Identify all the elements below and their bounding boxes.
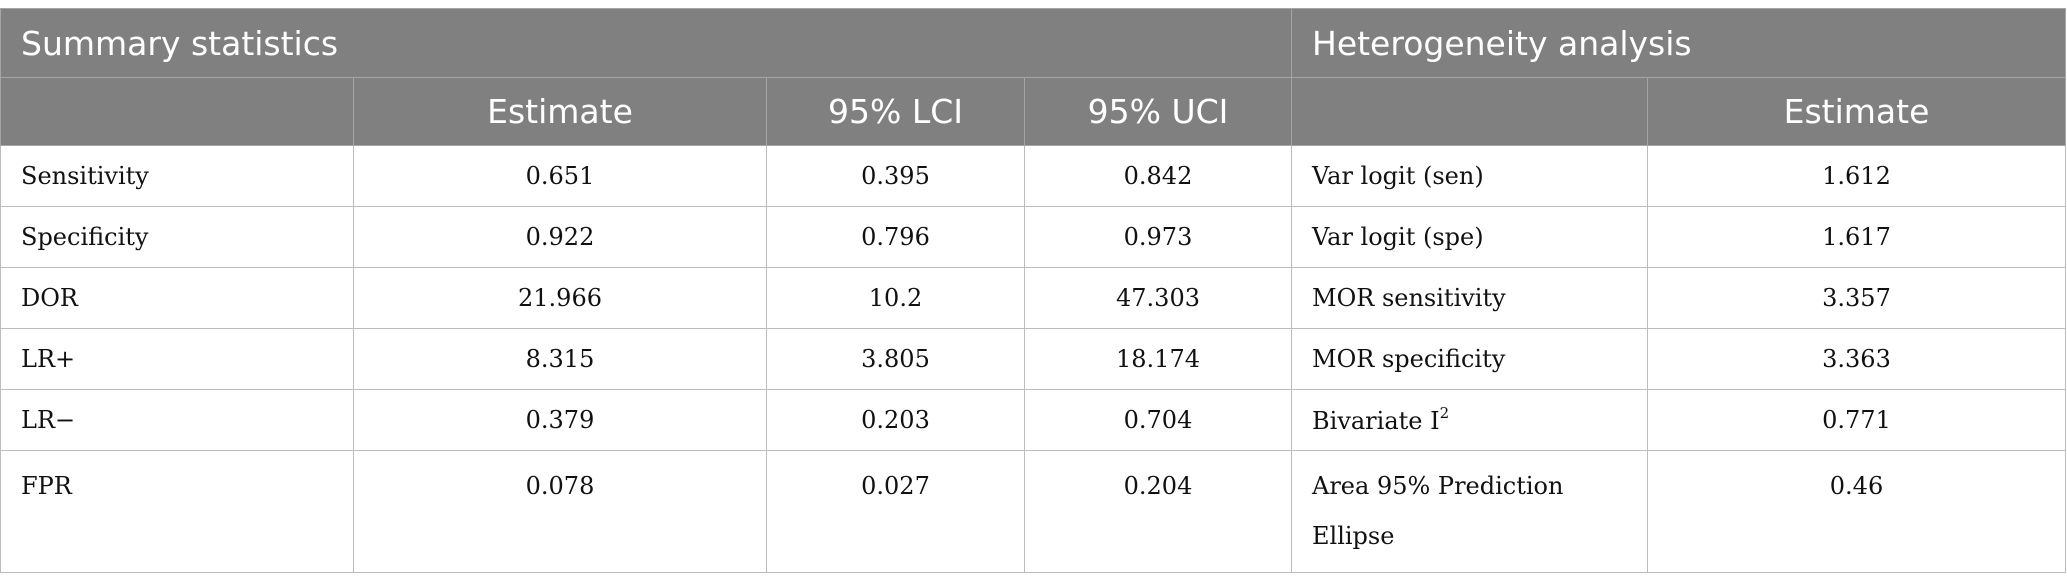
het-estimate-cell: 0.771 bbox=[1646, 389, 2067, 451]
het-label: Var logit (spe) bbox=[1291, 206, 1648, 268]
stat-label: LR+ bbox=[0, 328, 354, 390]
het-estimate-cell: 3.363 bbox=[1646, 328, 2067, 390]
het-label: MOR sensitivity bbox=[1291, 267, 1648, 329]
het-estimate-cell: 0.46 bbox=[1646, 450, 2067, 573]
table-row: FPR 0.078 0.027 0.204 Area 95% Predictio… bbox=[0, 450, 2067, 573]
het-estimate-cell: 3.357 bbox=[1646, 267, 2067, 329]
uci-column-header: 95% UCI bbox=[1024, 77, 1292, 146]
stat-label: FPR bbox=[0, 450, 354, 573]
estimate-column-header: Estimate bbox=[353, 77, 767, 146]
results-table: Summary statistics Heterogeneity analysi… bbox=[0, 8, 2067, 573]
estimate-cell: 0.078 bbox=[353, 450, 767, 573]
summary-statistics-header: Summary statistics bbox=[0, 8, 1292, 78]
estimate-cell: 0.651 bbox=[353, 145, 767, 207]
uci-cell: 0.842 bbox=[1024, 145, 1292, 207]
estimate-cell: 8.315 bbox=[353, 328, 767, 390]
stat-label: LR− bbox=[0, 389, 354, 451]
table-row: Specificity 0.922 0.796 0.973 Var logit … bbox=[0, 206, 2067, 268]
stat-column-header bbox=[0, 77, 354, 146]
estimate-cell: 21.966 bbox=[353, 267, 767, 329]
estimate-cell: 0.922 bbox=[353, 206, 767, 268]
uci-cell: 0.704 bbox=[1024, 389, 1292, 451]
het-estimate-column-header: Estimate bbox=[1646, 77, 2067, 146]
table-row: LR+ 8.315 3.805 18.174 MOR specificity 3… bbox=[0, 328, 2067, 390]
table-row: DOR 21.966 10.2 47.303 MOR sensitivity 3… bbox=[0, 267, 2067, 329]
table-row: Sensitivity 0.651 0.395 0.842 Var logit … bbox=[0, 145, 2067, 207]
uci-cell: 0.204 bbox=[1024, 450, 1292, 573]
het-label: Var logit (sen) bbox=[1291, 145, 1648, 207]
lci-column-header: 95% LCI bbox=[766, 77, 1025, 146]
lci-cell: 0.395 bbox=[766, 145, 1025, 207]
het-label: Bivariate I2 bbox=[1291, 389, 1648, 451]
uci-cell: 0.973 bbox=[1024, 206, 1292, 268]
lci-cell: 10.2 bbox=[766, 267, 1025, 329]
lci-cell: 3.805 bbox=[766, 328, 1025, 390]
lci-cell: 0.027 bbox=[766, 450, 1025, 573]
het-label-column-header bbox=[1291, 77, 1648, 146]
column-header-row: Estimate 95% LCI 95% UCI Estimate bbox=[0, 77, 2067, 146]
heterogeneity-analysis-header: Heterogeneity analysis bbox=[1290, 8, 2067, 78]
estimate-cell: 0.379 bbox=[353, 389, 767, 451]
lci-cell: 0.203 bbox=[766, 389, 1025, 451]
lci-cell: 0.796 bbox=[766, 206, 1025, 268]
het-estimate-cell: 1.612 bbox=[1646, 145, 2067, 207]
table-row: LR− 0.379 0.203 0.704 Bivariate I2 0.771 bbox=[0, 389, 2067, 451]
group-header-row: Summary statistics Heterogeneity analysi… bbox=[0, 8, 2067, 78]
het-label-text: Bivariate I bbox=[1312, 406, 1440, 435]
het-estimate-cell: 1.617 bbox=[1646, 206, 2067, 268]
stat-label: DOR bbox=[0, 267, 354, 329]
stat-label: Specificity bbox=[0, 206, 354, 268]
superscript: 2 bbox=[1439, 403, 1450, 422]
het-label: Area 95% Prediction Ellipse bbox=[1291, 450, 1648, 573]
uci-cell: 18.174 bbox=[1024, 328, 1292, 390]
het-label: MOR specificity bbox=[1291, 328, 1648, 390]
uci-cell: 47.303 bbox=[1024, 267, 1292, 329]
stat-label: Sensitivity bbox=[0, 145, 354, 207]
